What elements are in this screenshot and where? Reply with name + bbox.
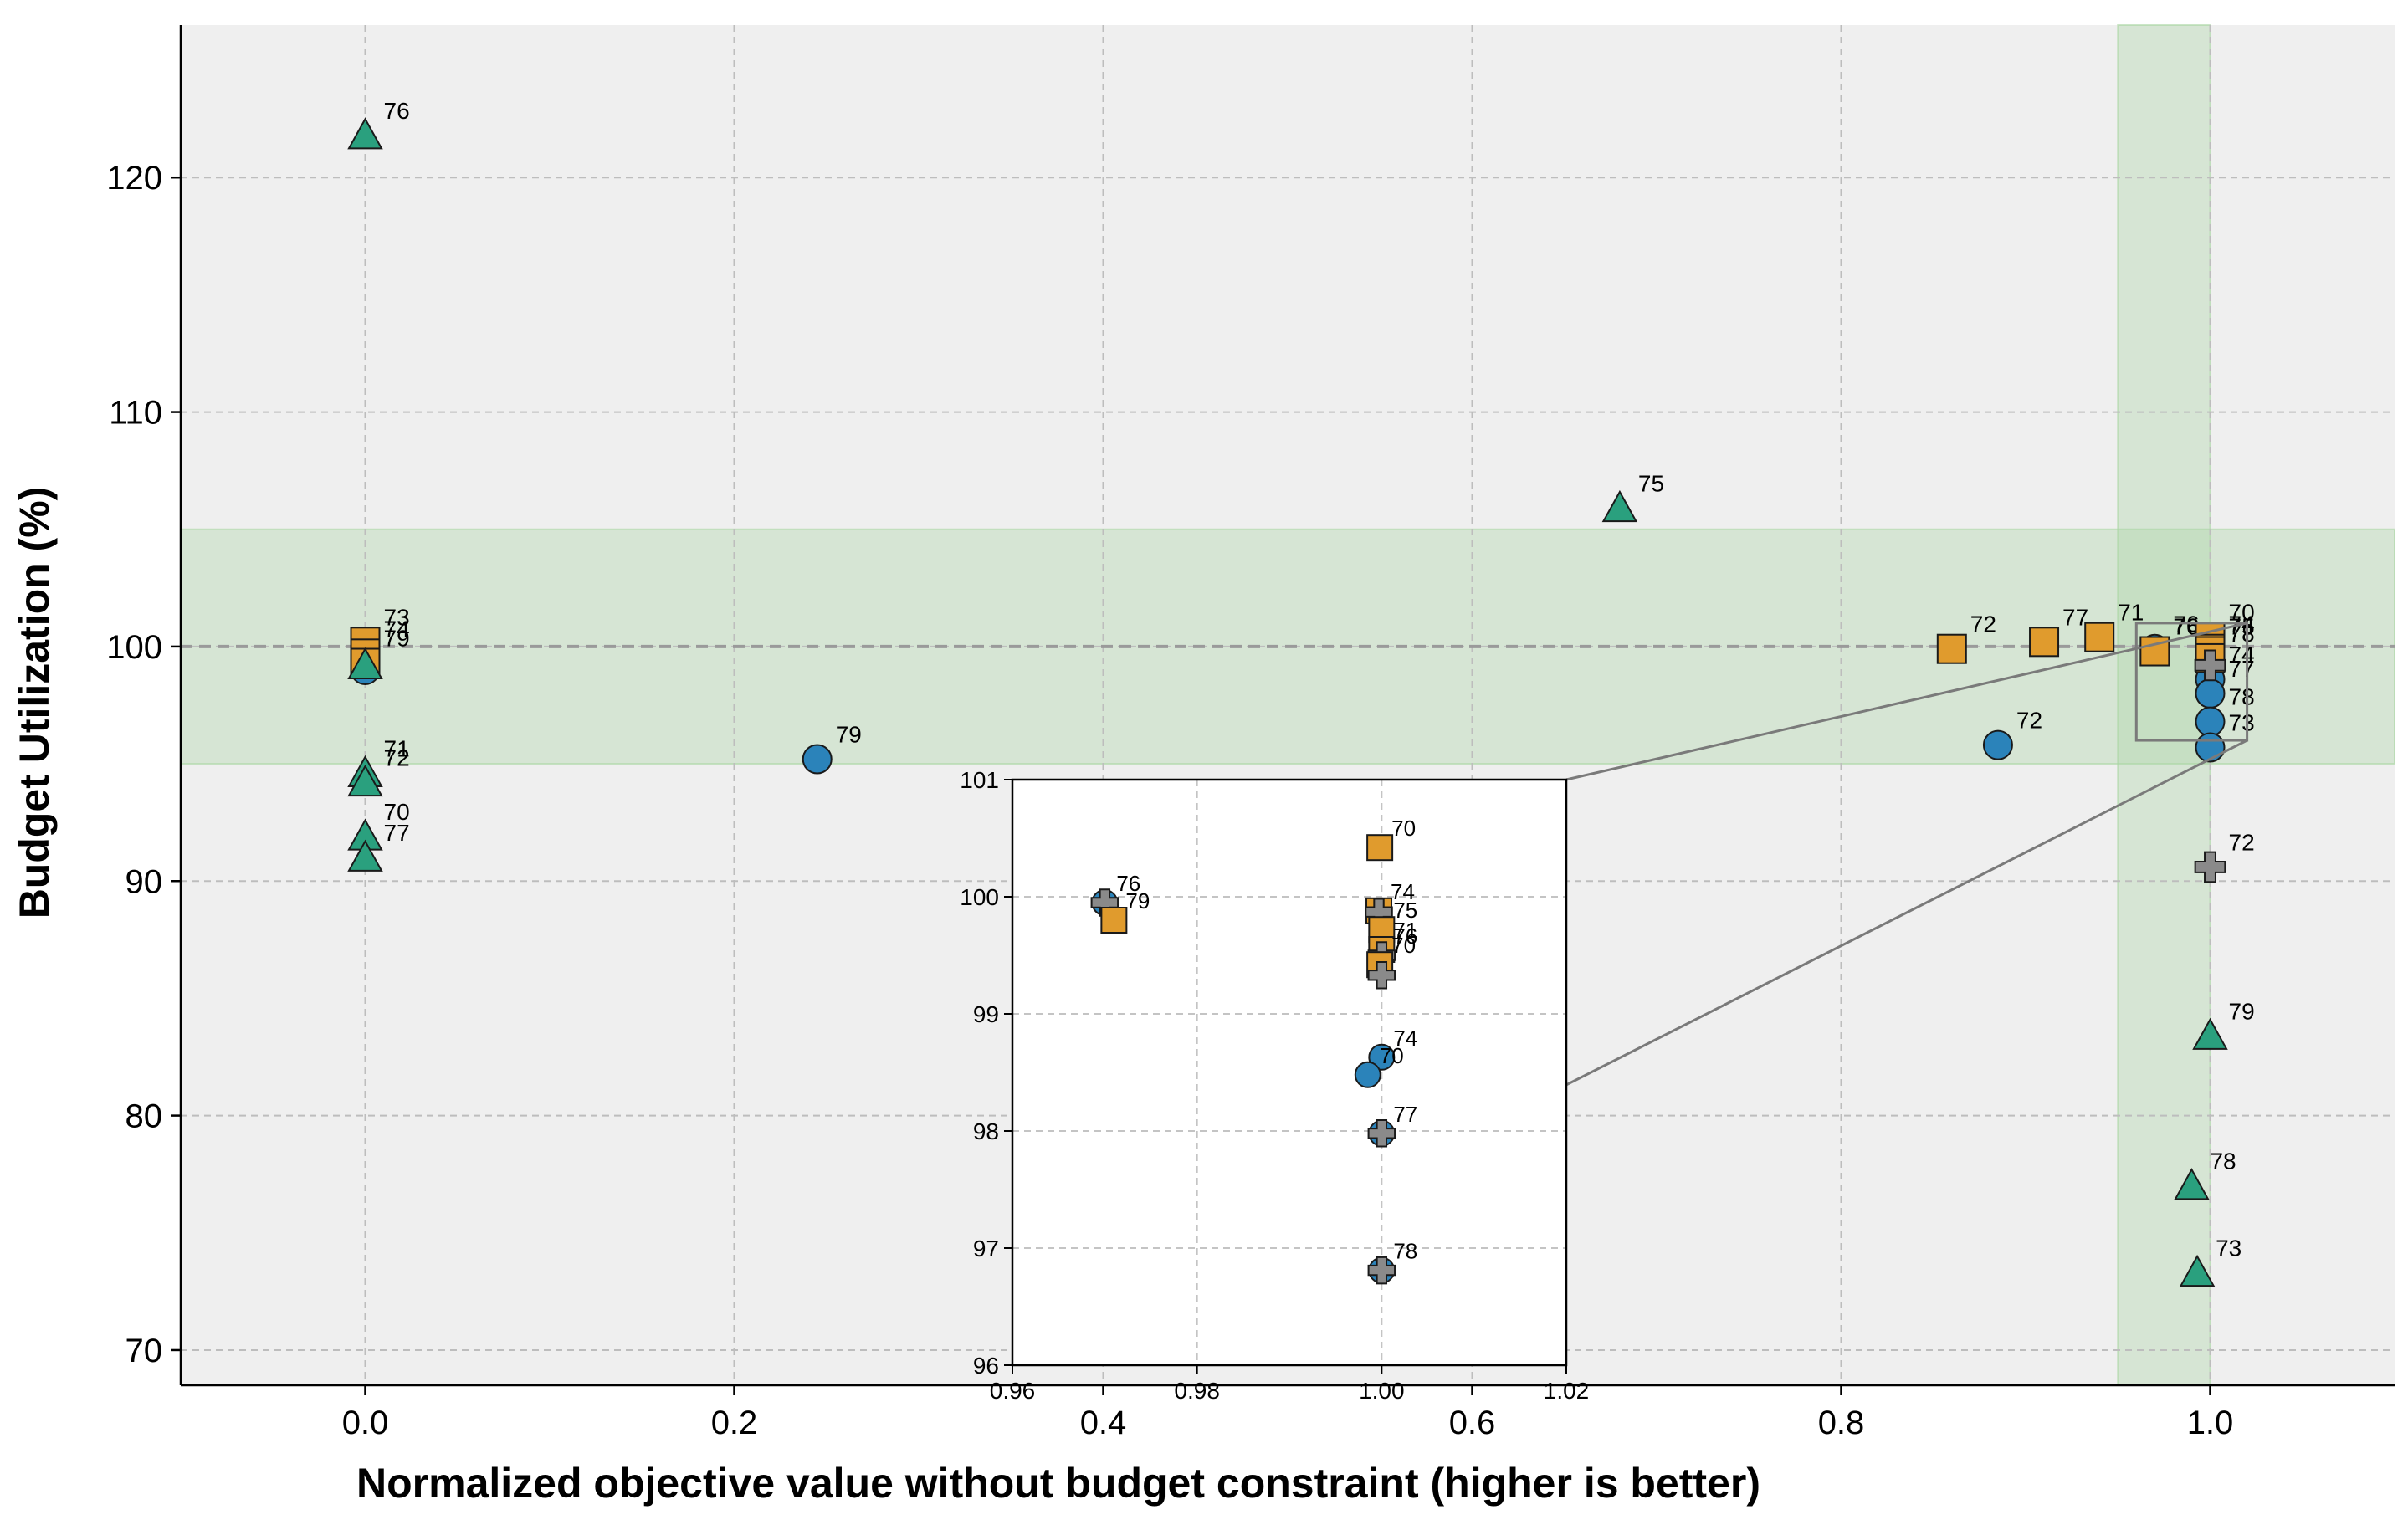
point-label: 70: [384, 799, 410, 825]
y-tick-label: 120: [106, 160, 162, 197]
cross-point: [2194, 851, 2226, 883]
inset-point-label: 78: [1393, 1239, 1417, 1264]
inset-point-label: 74: [1393, 1026, 1417, 1051]
square-point: [2139, 636, 2170, 667]
point-label: 73: [2229, 709, 2255, 735]
zoom-connector-line: [1565, 622, 2247, 781]
point-label: 76: [384, 98, 410, 124]
inset-point-label: 77: [1393, 1102, 1417, 1127]
square-point: [2029, 627, 2060, 658]
point-label: 77: [2229, 656, 2255, 682]
x-tick-label: 0.4: [1080, 1405, 1127, 1441]
point-label: 70: [2229, 600, 2255, 626]
point-label: 78: [2210, 1149, 2236, 1174]
point-label: 77: [2062, 604, 2088, 630]
circle-point: [2195, 732, 2226, 763]
inset-y-tick-label: 97: [973, 1236, 999, 1261]
x-axis-title: Normalized objective value without budge…: [356, 1460, 1760, 1507]
circle-point: [1982, 729, 2013, 760]
x-tick-label: 0.6: [1449, 1405, 1496, 1441]
point-label: 79: [384, 626, 410, 652]
point-label: 75: [1638, 471, 1664, 497]
inset-y-tick-label: 99: [973, 1001, 999, 1027]
inset-point-label: 71: [1393, 918, 1417, 943]
point-label: 79: [2229, 998, 2255, 1024]
inset-point-label: 79: [1125, 888, 1150, 913]
x-tick-label: 0.2: [711, 1405, 758, 1441]
triangle-point: [347, 117, 383, 150]
inset-point-label: 76: [1116, 871, 1140, 896]
inset-x-tick-label: 1.00: [1359, 1378, 1405, 1404]
x-tick-label: 0.8: [1818, 1405, 1865, 1441]
inset-x-tick-label: 0.98: [1174, 1378, 1220, 1404]
y-tick-label: 90: [126, 863, 163, 900]
zoom-region-box: [2134, 622, 2249, 742]
inset-point-label: 70: [1391, 816, 1416, 841]
point-label: 74: [384, 616, 410, 642]
inset-cross-point: [1367, 1256, 1396, 1285]
point-label: 74: [2229, 642, 2255, 668]
triangle-point: [2192, 1017, 2228, 1050]
triangle-point: [1601, 489, 1638, 523]
y-tick-label: 70: [126, 1333, 163, 1369]
triangle-point: [2179, 1254, 2216, 1287]
square-point: [2084, 622, 2115, 652]
triangle-point: [2174, 1168, 2210, 1200]
y-tick-label: 110: [109, 395, 162, 432]
inset-point-label: 76: [1393, 924, 1417, 949]
square-point: [1936, 633, 1967, 664]
y-tick-label: 80: [126, 1098, 163, 1135]
point-label: 72: [2229, 829, 2255, 855]
point-label: 72: [2016, 708, 2042, 734]
inset-y-tick-label: 98: [973, 1118, 999, 1144]
inset-y-tick-label: 96: [973, 1353, 999, 1379]
triangle-point: [347, 839, 383, 872]
inset-x-tick-label: 0.96: [990, 1378, 1036, 1404]
inset-frame: [1011, 778, 1568, 1367]
point-label: 72: [384, 745, 410, 771]
inset-point-label: 70: [1391, 933, 1416, 958]
inset-circle-point: [1368, 1043, 1396, 1071]
y-tick-label: 100: [106, 629, 162, 666]
inset-point-label: 75: [1393, 898, 1417, 923]
point-label: 71: [384, 735, 410, 761]
x-tick-label: 1.0: [2187, 1405, 2234, 1441]
circle-point: [2195, 706, 2226, 737]
point-label: 73: [384, 604, 410, 630]
inset-circle-point: [1354, 1061, 1381, 1088]
inset-cross-point: [1367, 1119, 1396, 1148]
point-label: 71: [2118, 600, 2144, 626]
inset-y-tick-label: 100: [960, 884, 999, 910]
inset-x-tick-label: 1.02: [1544, 1378, 1590, 1404]
inset-point-label: 70: [1380, 1043, 1404, 1068]
circle-point: [802, 744, 833, 775]
y-axis-title: Budget Utilization (%): [11, 487, 58, 919]
point-label: 78: [2229, 684, 2255, 710]
inset-square-point: [1366, 834, 1394, 862]
inset-square-point: [1100, 907, 1128, 934]
point-label: 73: [2216, 1235, 2241, 1261]
triangle-point: [347, 647, 383, 679]
cross-point: [2194, 649, 2226, 682]
inset-background: [1012, 780, 1566, 1365]
inset-cross-point: [1367, 961, 1396, 990]
inset-point-label: 74: [1391, 879, 1415, 904]
x-tick-label: 0.0: [342, 1405, 389, 1441]
inset-y-tick-label: 101: [960, 767, 999, 793]
feasible-band-vertical: [2117, 24, 2211, 1386]
point-label: 77: [384, 820, 410, 846]
point-label: 72: [1970, 611, 1996, 637]
inset-chart: 0.96 0.98 1.00 1.02969798991001017679707475…: [960, 767, 1589, 1404]
circle-point: [2195, 678, 2226, 709]
point-label: 79: [836, 721, 862, 747]
triangle-point: [347, 764, 383, 797]
